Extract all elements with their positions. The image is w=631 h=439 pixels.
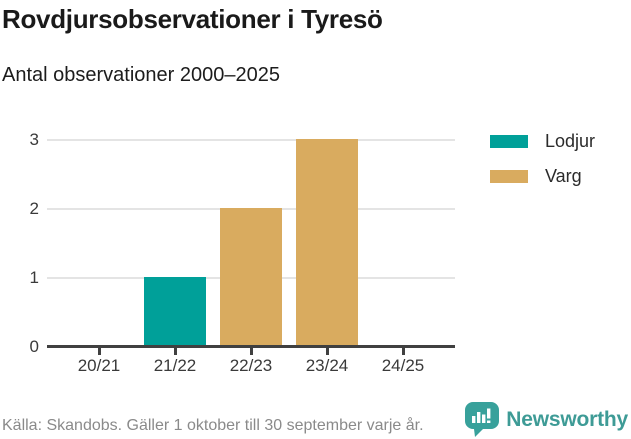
legend: Lodjur Varg	[490, 129, 595, 188]
gridline-y3	[47, 139, 455, 141]
legend-label: Varg	[545, 165, 582, 186]
bar-varg-23-24	[296, 139, 358, 346]
legend-item-lodjur: Lodjur	[490, 129, 595, 153]
source-note: Källa: Skandobs. Gäller 1 oktober till 3…	[2, 417, 424, 434]
x-axis-label: 23/24	[305, 356, 349, 375]
x-axis-line	[47, 345, 455, 348]
plot-area: 0 1 2 3 20/21 21/22 22/23 23/24 24/25	[30, 130, 455, 375]
bar-lodjur-21-22	[144, 277, 206, 346]
y-axis-label: 2	[29, 199, 39, 218]
chart-title: Rovdjursobservationer i Tyresö	[2, 4, 383, 34]
x-axis-tick	[401, 348, 405, 355]
x-axis-label: 20/21	[77, 356, 121, 375]
x-axis-label: 22/23	[229, 356, 273, 375]
y-axis-label: 3	[29, 130, 39, 149]
legend-swatch-lodjur	[490, 134, 528, 148]
x-axis-tick	[325, 348, 329, 355]
x-axis-tick	[173, 348, 177, 355]
y-axis-label: 0	[29, 337, 39, 356]
chart-subtitle: Antal observationer 2000–2025	[2, 64, 280, 86]
y-axis-label: 1	[29, 268, 39, 287]
x-axis-label: 21/22	[153, 356, 197, 375]
x-axis-tick	[97, 348, 101, 355]
newsworthy-bubble-chart-icon	[465, 402, 500, 437]
legend-item-varg: Varg	[490, 164, 595, 188]
newsworthy-wordmark: Newsworthy	[506, 407, 628, 431]
x-axis-label: 24/25	[381, 356, 425, 375]
legend-label: Lodjur	[545, 130, 596, 151]
bar-varg-22-23	[220, 208, 282, 346]
legend-swatch-varg	[490, 169, 528, 183]
x-axis-tick	[249, 348, 253, 355]
newsworthy-logo[interactable]: Newsworthy	[465, 402, 628, 437]
